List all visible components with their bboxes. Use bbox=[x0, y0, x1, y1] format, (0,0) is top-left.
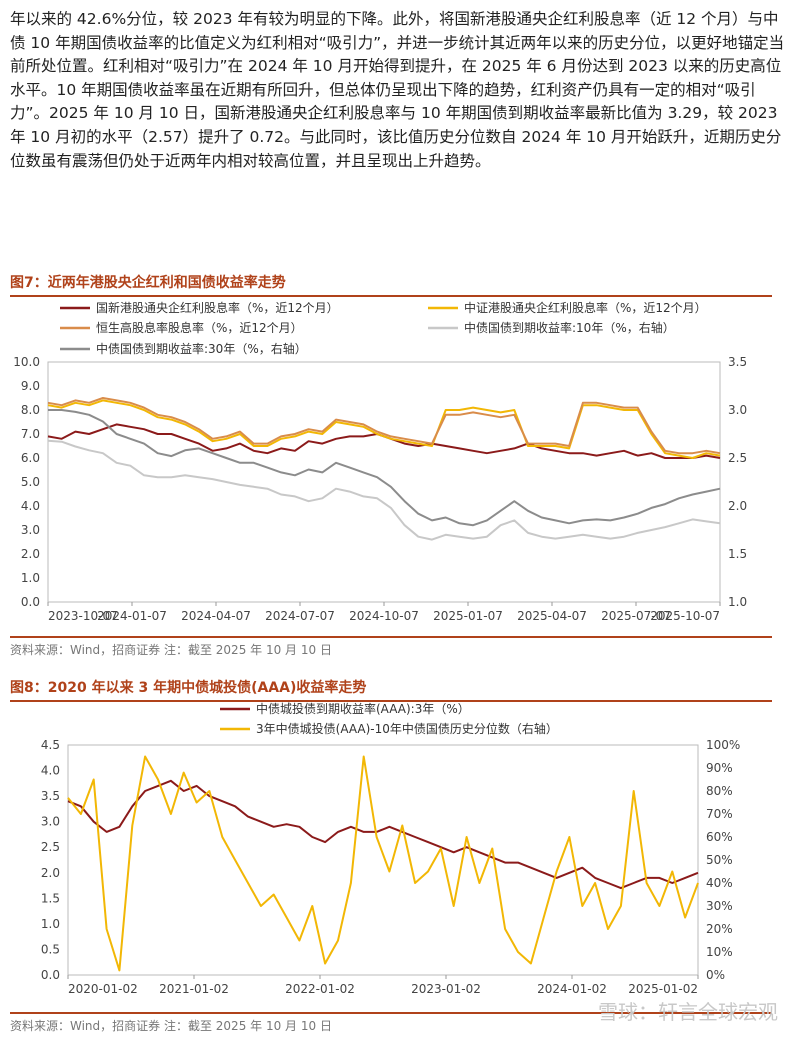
y-left-tick-label: 2.5 bbox=[41, 840, 60, 854]
figure8-source: 资料来源：Wind，招商证券 注：截至 2025 年 10 月 10 日 bbox=[10, 1012, 772, 1034]
figure7-chart: 0.0 1.0 2.0 3.0 4.0 5.0 6.0 7.0 8.0 9.0 10.0 1.0 1.5… bbox=[13, 300, 747, 623]
y-left-tick-label: 7.0 bbox=[21, 427, 40, 441]
y-left-tick-label: 0.5 bbox=[41, 942, 60, 956]
legend-label: 恒生高股息率股息率（%，近12个月） bbox=[96, 320, 303, 335]
body-paragraph: 年以来的 42.6%分位，较 2023 年有较为明显的下降。此外，将国新港股通央… bbox=[10, 10, 785, 170]
y-left-tick-label: 10.0 bbox=[13, 355, 40, 369]
y-right-tick-label: 30% bbox=[706, 899, 733, 913]
y-right-tick-label: 70% bbox=[706, 807, 733, 821]
y-left-tick-label: 8.0 bbox=[21, 403, 40, 417]
x-tick-label: 2022-01-02 bbox=[285, 982, 355, 996]
legend-label: 中债国债到期收益率:10年（%，右轴） bbox=[464, 320, 675, 335]
legend-label: 国新港股通央企红利股息率（%，近12个月） bbox=[96, 300, 339, 315]
y-right-tick-label: 1.5 bbox=[728, 547, 747, 561]
series-line bbox=[67, 755, 699, 972]
x-tick-label: 2024-04-07 bbox=[181, 609, 251, 623]
x-tick-label: 2024-10-07 bbox=[349, 609, 419, 623]
series-line bbox=[47, 423, 721, 459]
y-right-tick-label: 50% bbox=[706, 853, 733, 867]
x-tick-label: 2023-01-02 bbox=[411, 982, 481, 996]
legend-label: 3年中债城投债(AAA)-10年中债国债历史分位数（右轴） bbox=[256, 721, 558, 736]
y-left-tick-label: 3.0 bbox=[41, 815, 60, 829]
y-left-tick-label: 0.0 bbox=[41, 968, 60, 982]
y-right-tick-label: 10% bbox=[706, 945, 733, 959]
legend-label: 中债城投债到期收益率(AAA):3年（%） bbox=[256, 701, 470, 716]
y-left-tick-label: 1.0 bbox=[21, 571, 40, 585]
series-line bbox=[47, 439, 721, 541]
figure8-chart: 0.0 0.5 1.0 1.5 2.0 2.5 3.0 3.5 4.0 4.5 0% 10% 20% 30… bbox=[41, 701, 740, 996]
x-tick-label: 2025-07-07 bbox=[601, 609, 671, 623]
y-right-tick-label: 2.5 bbox=[728, 451, 747, 465]
y-right-tick-label: 90% bbox=[706, 761, 733, 775]
figure7-title: 图7：近两年港股央企红利和国债收益率走势 bbox=[10, 272, 772, 297]
x-tick-label: 2024-01-07 bbox=[97, 609, 167, 623]
x-tick-label: 2024-01-02 bbox=[537, 982, 607, 996]
y-right-tick-label: 60% bbox=[706, 830, 733, 844]
y-left-tick-label: 2.0 bbox=[21, 547, 40, 561]
y-left-tick-label: 3.0 bbox=[21, 523, 40, 537]
y-right-tick-label: 20% bbox=[706, 922, 733, 936]
x-tick-label: 2025-01-02 bbox=[628, 982, 698, 996]
y-right-tick-label: 1.0 bbox=[728, 595, 747, 609]
x-tick-label: 2024-07-07 bbox=[265, 609, 335, 623]
x-tick-label: 2023-10-07 bbox=[48, 609, 118, 623]
y-left-tick-label: 4.0 bbox=[41, 764, 60, 778]
y-right-tick-label: 40% bbox=[706, 876, 733, 890]
y-left-tick-label: 5.0 bbox=[21, 475, 40, 489]
series-line bbox=[47, 399, 721, 459]
y-left-tick-label: 6.0 bbox=[21, 451, 40, 465]
y-left-tick-label: 2.0 bbox=[41, 866, 60, 880]
legend-label: 中债国债到期收益率:30年（%，右轴） bbox=[96, 341, 307, 356]
figure7-source: 资料来源：Wind，招商证券 注：截至 2025 年 10 月 10 日 bbox=[10, 636, 772, 658]
figure8-title: 图8：2020 年以来 3 年期中债城投债(AAA)收益率走势 bbox=[10, 677, 772, 702]
y-left-tick-label: 0.0 bbox=[21, 595, 40, 609]
legend-label: 中证港股通央企红利股息率（%，近12个月） bbox=[464, 300, 707, 315]
y-left-tick-label: 1.5 bbox=[41, 891, 60, 905]
y-left-tick-label: 3.5 bbox=[41, 789, 60, 803]
y-left-tick-label: 4.0 bbox=[21, 499, 40, 513]
x-tick-label: 2025-04-07 bbox=[517, 609, 587, 623]
plot-frame bbox=[67, 744, 699, 976]
series-line bbox=[67, 779, 699, 890]
y-right-tick-label: 80% bbox=[706, 784, 733, 798]
x-tick-label: 2020-01-02 bbox=[68, 982, 138, 996]
y-right-tick-label: 2.0 bbox=[728, 499, 747, 513]
y-right-tick-label: 3.5 bbox=[728, 355, 747, 369]
y-left-tick-label: 1.0 bbox=[41, 917, 60, 931]
y-right-tick-label: 100% bbox=[706, 738, 740, 752]
y-right-tick-label: 3.0 bbox=[728, 403, 747, 417]
y-left-tick-label: 9.0 bbox=[21, 379, 40, 393]
x-tick-label: 2025-01-07 bbox=[433, 609, 503, 623]
y-right-tick-label: 0% bbox=[706, 968, 725, 982]
series-line bbox=[47, 397, 721, 455]
series-line bbox=[48, 409, 721, 527]
x-tick-label: 2025-10-07 bbox=[650, 609, 720, 623]
y-left-tick-label: 4.5 bbox=[41, 738, 60, 752]
watermark-text: 雪球：轩言全球宏观 bbox=[598, 1000, 778, 1024]
x-tick-label: 2021-01-02 bbox=[159, 982, 229, 996]
